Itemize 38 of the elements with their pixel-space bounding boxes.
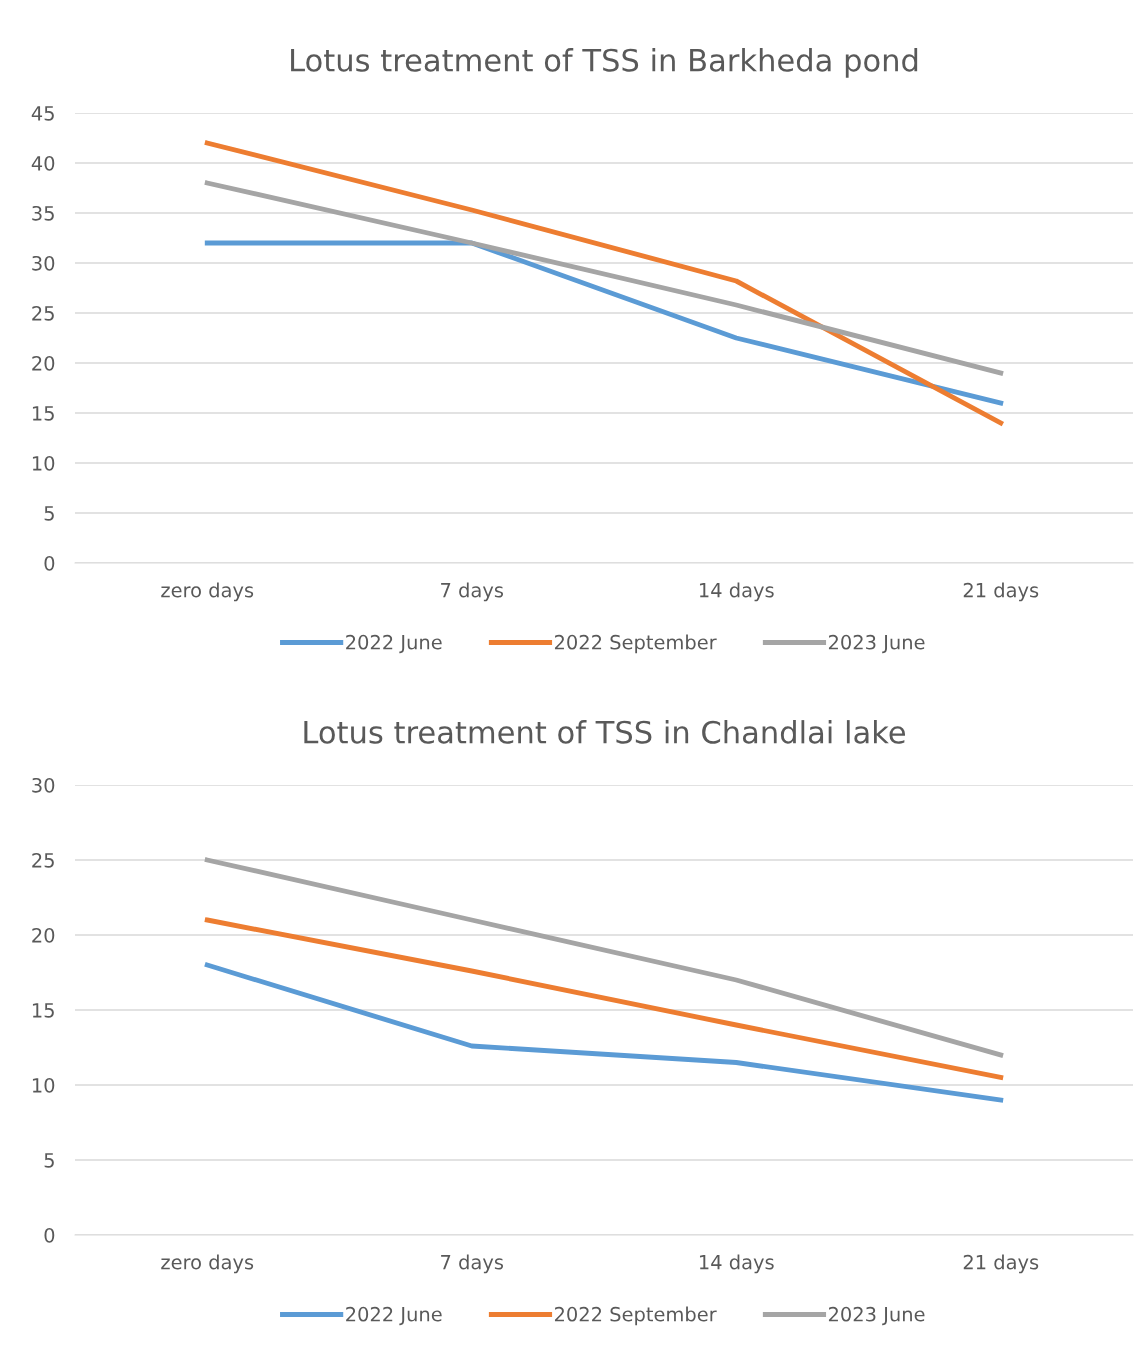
line-series [204,180,1004,376]
y-tick-label: 5 [44,506,54,521]
y-tick-label: 10 [32,1077,55,1093]
x-tick-label: 21 days [963,1254,1039,1274]
legend-label: 2022 September [554,1306,717,1326]
legend-label: 2023 June [828,1306,925,1326]
line-series [204,917,1004,1080]
chart-title: Lotus treatment of TSS in Chandlai lake [304,720,905,744]
y-tick-label: 30 [32,255,55,271]
line-series [204,140,1004,426]
y-tick-label: 40 [31,155,55,171]
x-tick-label: 7 days [441,582,504,602]
x-tick-label: 14 days [699,582,774,602]
y-tick-label: 0 [44,555,55,571]
y-tick-label: 35 [32,205,54,221]
legend-label: 2022 June [346,1306,442,1326]
x-tick-label: 21 days [963,582,1039,602]
line-series [204,857,1004,1058]
legend-label: 2023 June [828,634,925,654]
y-tick-label: 15 [32,406,54,421]
x-tick-label: 14 days [699,1254,774,1274]
y-tick-label: 20 [32,355,55,371]
x-tick-label: zero days [161,1254,254,1274]
y-tick-label: 25 [32,852,54,868]
legend-label: 2022 September [554,634,717,654]
x-tick-label: 7 days [441,1254,504,1274]
y-tick-label: 20 [32,927,55,943]
y-tick-label: 10 [32,455,55,471]
y-tick-label: 25 [32,305,54,321]
x-tick-label: zero days [161,582,254,602]
y-tick-label: 15 [32,1003,54,1018]
chart-title: Lotus treatment of TSS in Barkheda pond [291,48,918,78]
line-series [204,962,1004,1103]
legend-label: 2022 June [346,634,442,654]
y-tick-label: 5 [44,1153,54,1168]
y-tick-label: 30 [32,777,55,793]
y-tick-label: 0 [44,1227,55,1243]
y-tick-label: 45 [31,106,54,121]
